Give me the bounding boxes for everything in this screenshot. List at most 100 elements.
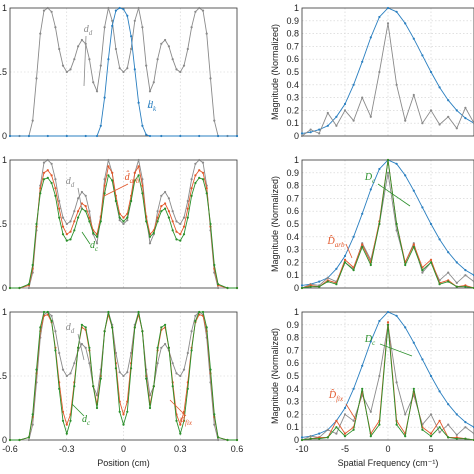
data-point-green <box>378 423 381 426</box>
data-point-red <box>137 165 140 168</box>
data-point-green <box>171 385 174 388</box>
y-tick-label: 0.5 <box>286 67 299 77</box>
annotation-arrow <box>71 403 85 417</box>
data-point-grey <box>343 109 347 112</box>
y-tick-label: 0.9 <box>286 16 299 26</box>
y-tick-label: 0.7 <box>286 41 299 51</box>
data-point-grey <box>447 423 450 426</box>
y-tick-label: 1 <box>2 3 7 13</box>
data-point-grey <box>438 123 441 126</box>
data-point-green <box>8 438 12 442</box>
y-tick-label: 0 <box>2 283 7 293</box>
y-tick-label: 1 <box>294 155 299 165</box>
data-point-green <box>54 349 57 352</box>
data-point-green <box>209 222 212 226</box>
data-point-green <box>318 437 321 440</box>
data-point-green <box>118 410 121 413</box>
data-point-red <box>190 187 193 190</box>
data-point-green <box>201 178 205 181</box>
y-tick-label: 0.4 <box>286 232 299 242</box>
data-point-green <box>235 438 239 442</box>
data-point-green <box>343 435 347 438</box>
data-point-red <box>133 171 136 174</box>
data-point-green <box>69 419 72 422</box>
data-point-blue <box>114 9 117 12</box>
data-point-grey <box>326 276 329 279</box>
data-point-red <box>175 230 178 233</box>
data-point-grey <box>126 67 129 70</box>
y-tick-label: 0.5 <box>286 219 299 229</box>
data-point-grey <box>61 64 65 67</box>
data-point-red <box>412 243 415 246</box>
data-point-green <box>145 377 148 380</box>
data-point-green <box>18 286 21 290</box>
data-point-green <box>190 194 193 197</box>
data-point-green <box>201 310 205 314</box>
data-point-grey <box>378 70 381 74</box>
data-point-grey <box>133 19 136 22</box>
data-point-grey <box>309 128 312 131</box>
annotation-label: dd <box>66 322 75 335</box>
data-point-green <box>361 245 364 249</box>
y-axis-label: Magnitude (Normalized) <box>270 176 280 272</box>
data-point-grey <box>54 26 57 29</box>
data-point-blue <box>361 212 364 215</box>
data-point-blue <box>118 6 121 10</box>
data-point-green <box>35 368 38 371</box>
panel-bottom-right: 0 0.1 0.2 0.3 0.4 0.5 0.6 0.7 0.8 0.9 1 Magnitude (… <box>270 307 474 468</box>
data-point-blue <box>404 326 407 329</box>
data-point-red <box>65 423 68 426</box>
data-point-green <box>352 428 355 431</box>
data-point-grey <box>209 77 212 80</box>
data-point-blue <box>438 238 441 241</box>
data-point-grey <box>213 423 216 426</box>
data-point-green <box>326 436 329 439</box>
data-point-blue <box>235 134 239 138</box>
data-point-blue <box>438 86 441 89</box>
data-point-red <box>50 174 53 177</box>
data-point-grey <box>118 67 121 70</box>
data-point-green <box>318 285 321 288</box>
data-point-grey <box>160 42 163 45</box>
data-point-red <box>179 423 182 426</box>
axes-frame <box>9 159 238 289</box>
data-point-green <box>300 438 304 442</box>
data-point-green <box>130 367 133 370</box>
data-point-grey <box>186 47 189 51</box>
y-tick-label: 0.6 <box>286 206 299 216</box>
data-point-green <box>69 238 72 241</box>
data-point-grey <box>369 410 372 413</box>
data-point-blue <box>133 68 136 71</box>
data-point-green <box>31 263 34 267</box>
data-point-red <box>179 233 182 236</box>
y-tick-label: 0 <box>294 131 299 141</box>
data-point-blue <box>395 314 398 317</box>
data-point-blue <box>343 254 347 258</box>
data-point-blue <box>343 102 347 106</box>
y-tick-label: 0.9 <box>286 168 299 178</box>
data-point-green <box>145 220 148 223</box>
data-point-grey <box>300 134 304 138</box>
annotation-arrow <box>147 99 151 109</box>
data-point-green <box>429 435 433 438</box>
data-point-blue <box>343 406 347 410</box>
data-point-grey <box>160 194 163 197</box>
y-tick-label: 0.2 <box>286 409 299 419</box>
data-point-green <box>27 436 30 439</box>
data-point-blue <box>103 96 106 99</box>
data-point-grey <box>39 32 42 35</box>
data-point-green <box>412 245 415 249</box>
y-tick-label: 0.4 <box>286 384 299 394</box>
data-point-green <box>58 387 61 390</box>
data-point-green <box>73 385 76 388</box>
data-point-green <box>73 229 76 232</box>
data-point-red <box>61 410 65 413</box>
data-point-blue <box>378 15 381 19</box>
data-point-blue <box>438 390 441 393</box>
axes-frame <box>9 7 238 137</box>
data-point-grey <box>167 45 170 48</box>
data-point-green <box>217 436 220 439</box>
annotation-arrow <box>377 183 411 207</box>
data-point-grey <box>145 64 148 67</box>
